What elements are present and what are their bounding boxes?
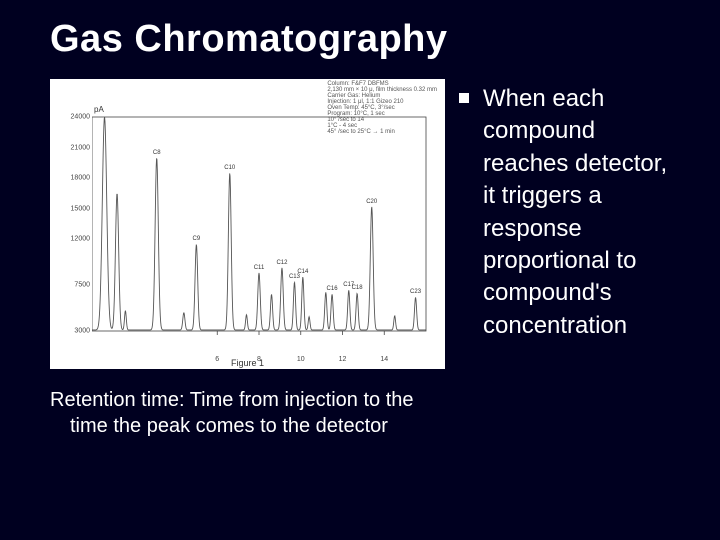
ytick-label: 24000 — [50, 114, 90, 121]
slide-title: Gas Chromatography — [50, 18, 680, 61]
chromatogram-chart: pA Column: F&F7 DBFMS2,130 mm × 10 μ, fi… — [50, 79, 445, 369]
bullet-square-icon — [459, 93, 469, 103]
content-row: pA Column: F&F7 DBFMS2,130 mm × 10 μ, fi… — [50, 79, 680, 439]
slide: Gas Chromatography pA Column: F&F7 DBFMS… — [0, 0, 720, 540]
bullet-text: When each compound reaches detector, it … — [483, 83, 680, 342]
xtick-label: 14 — [380, 356, 388, 363]
chromatogram-svg — [92, 115, 430, 349]
right-column: When each compound reaches detector, it … — [459, 79, 680, 439]
ytick-label: 7500 — [50, 282, 90, 289]
caption-text: Retention time: Time from injection to t… — [50, 387, 445, 439]
ytick-label: 21000 — [50, 144, 90, 151]
ytick-label: 3000 — [50, 328, 90, 335]
chart-plot-area — [92, 115, 430, 349]
chart-top-left-label: pA — [94, 105, 104, 114]
ytick-label: 15000 — [50, 205, 90, 212]
ytick-label: 18000 — [50, 175, 90, 182]
xtick-label: 6 — [215, 356, 219, 363]
xtick-label: 12 — [339, 356, 347, 363]
ytick-label: 12000 — [50, 236, 90, 243]
left-column: pA Column: F&F7 DBFMS2,130 mm × 10 μ, fi… — [50, 79, 445, 439]
xtick-label: 10 — [297, 356, 305, 363]
chart-figure-label: Figure 1 — [231, 358, 264, 368]
